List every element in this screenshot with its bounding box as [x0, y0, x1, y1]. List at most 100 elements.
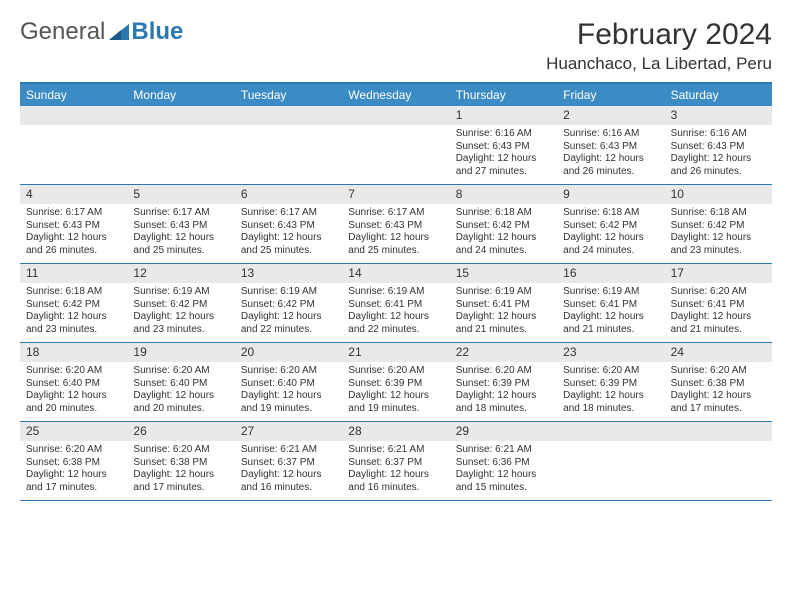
cell-body: [342, 125, 449, 134]
cell-body: [665, 441, 772, 450]
daylight-text: Daylight: 12 hours and 21 minutes.: [671, 311, 766, 336]
cell-body: Sunrise: 6:20 AMSunset: 6:39 PMDaylight:…: [450, 362, 557, 421]
calendar-cell: 12Sunrise: 6:19 AMSunset: 6:42 PMDayligh…: [127, 264, 234, 342]
daylight-text: Daylight: 12 hours and 20 minutes.: [26, 390, 121, 415]
calendar: SundayMondayTuesdayWednesdayThursdayFrid…: [20, 82, 772, 501]
calendar-cell: 20Sunrise: 6:20 AMSunset: 6:40 PMDayligh…: [235, 343, 342, 421]
daylight-text: Daylight: 12 hours and 25 minutes.: [241, 232, 336, 257]
calendar-cell: 29Sunrise: 6:21 AMSunset: 6:36 PMDayligh…: [450, 422, 557, 500]
sunset-text: Sunset: 6:42 PM: [456, 220, 551, 233]
calendar-cell: 11Sunrise: 6:18 AMSunset: 6:42 PMDayligh…: [20, 264, 127, 342]
day-number: 5: [127, 185, 234, 204]
daylight-text: Daylight: 12 hours and 24 minutes.: [456, 232, 551, 257]
calendar-cell: 27Sunrise: 6:21 AMSunset: 6:37 PMDayligh…: [235, 422, 342, 500]
dayname-header: Thursday: [450, 84, 557, 106]
daylight-text: Daylight: 12 hours and 21 minutes.: [563, 311, 658, 336]
sunset-text: Sunset: 6:41 PM: [348, 299, 443, 312]
daylight-text: Daylight: 12 hours and 16 minutes.: [241, 469, 336, 494]
sunset-text: Sunset: 6:42 PM: [563, 220, 658, 233]
sunrise-text: Sunrise: 6:19 AM: [241, 286, 336, 299]
calendar-cell: 6Sunrise: 6:17 AMSunset: 6:43 PMDaylight…: [235, 185, 342, 263]
calendar-week: 18Sunrise: 6:20 AMSunset: 6:40 PMDayligh…: [20, 343, 772, 422]
cell-body: Sunrise: 6:16 AMSunset: 6:43 PMDaylight:…: [557, 125, 664, 184]
sunset-text: Sunset: 6:43 PM: [671, 141, 766, 154]
day-number: 22: [450, 343, 557, 362]
cell-body: Sunrise: 6:17 AMSunset: 6:43 PMDaylight:…: [235, 204, 342, 263]
cell-body: [557, 441, 664, 450]
calendar-cell: [665, 422, 772, 500]
day-number: 29: [450, 422, 557, 441]
dayname-header: Wednesday: [342, 84, 449, 106]
day-number: [342, 106, 449, 125]
calendar-cell: 3Sunrise: 6:16 AMSunset: 6:43 PMDaylight…: [665, 106, 772, 184]
sunrise-text: Sunrise: 6:20 AM: [348, 365, 443, 378]
calendar-cell: 13Sunrise: 6:19 AMSunset: 6:42 PMDayligh…: [235, 264, 342, 342]
daylight-text: Daylight: 12 hours and 23 minutes.: [671, 232, 766, 257]
sunset-text: Sunset: 6:43 PM: [348, 220, 443, 233]
sunset-text: Sunset: 6:41 PM: [456, 299, 551, 312]
day-number: 25: [20, 422, 127, 441]
day-number: 8: [450, 185, 557, 204]
sunrise-text: Sunrise: 6:21 AM: [348, 444, 443, 457]
sunrise-text: Sunrise: 6:20 AM: [241, 365, 336, 378]
sunset-text: Sunset: 6:38 PM: [26, 457, 121, 470]
page-title: February 2024: [546, 18, 772, 52]
calendar-cell: 21Sunrise: 6:20 AMSunset: 6:39 PMDayligh…: [342, 343, 449, 421]
calendar-cell: 7 Sunrise: 6:17 AMSunset: 6:43 PMDaylight…: [342, 185, 449, 263]
calendar-cell: 8Sunrise: 6:18 AMSunset: 6:42 PMDaylight…: [450, 185, 557, 263]
day-number: [557, 422, 664, 441]
sunrise-text: Sunrise: 6:20 AM: [26, 365, 121, 378]
calendar-cell: 4Sunrise: 6:17 AMSunset: 6:43 PMDaylight…: [20, 185, 127, 263]
daylight-text: Daylight: 12 hours and 25 minutes.: [348, 232, 443, 257]
cell-body: [20, 125, 127, 134]
sunrise-text: Sunrise: 6:17 AM: [26, 207, 121, 220]
sunset-text: Sunset: 6:43 PM: [456, 141, 551, 154]
day-number: 12: [127, 264, 234, 283]
dayname-header: Sunday: [20, 84, 127, 106]
day-number: 3: [665, 106, 772, 125]
calendar-cell: 15Sunrise: 6:19 AMSunset: 6:41 PMDayligh…: [450, 264, 557, 342]
sunset-text: Sunset: 6:42 PM: [671, 220, 766, 233]
calendar-cell: [20, 106, 127, 184]
day-number: 19: [127, 343, 234, 362]
sunset-text: Sunset: 6:38 PM: [671, 378, 766, 391]
sunset-text: Sunset: 6:36 PM: [456, 457, 551, 470]
sunrise-text: Sunrise: 6:16 AM: [456, 128, 551, 141]
dayname-header: Tuesday: [235, 84, 342, 106]
sunset-text: Sunset: 6:43 PM: [133, 220, 228, 233]
cell-body: Sunrise: 6:17 AMSunset: 6:43 PMDaylight:…: [20, 204, 127, 263]
sunrise-text: Sunrise: 6:17 AM: [348, 207, 443, 220]
daylight-text: Daylight: 12 hours and 15 minutes.: [456, 469, 551, 494]
calendar-cell: 16Sunrise: 6:19 AMSunset: 6:41 PMDayligh…: [557, 264, 664, 342]
sunset-text: Sunset: 6:43 PM: [26, 220, 121, 233]
calendar-cell: 28Sunrise: 6:21 AMSunset: 6:37 PMDayligh…: [342, 422, 449, 500]
calendar-cell: 1Sunrise: 6:16 AMSunset: 6:43 PMDaylight…: [450, 106, 557, 184]
daylight-text: Daylight: 12 hours and 17 minutes.: [671, 390, 766, 415]
sunrise-text: Sunrise: 6:20 AM: [456, 365, 551, 378]
sunrise-text: Sunrise: 6:20 AM: [671, 365, 766, 378]
sunrise-text: Sunrise: 6:17 AM: [241, 207, 336, 220]
dayname-header: Friday: [557, 84, 664, 106]
calendar-cell: 25Sunrise: 6:20 AMSunset: 6:38 PMDayligh…: [20, 422, 127, 500]
day-number: 4: [20, 185, 127, 204]
daylight-text: Daylight: 12 hours and 26 minutes.: [671, 153, 766, 178]
calendar-body: 1Sunrise: 6:16 AMSunset: 6:43 PMDaylight…: [20, 106, 772, 501]
sunset-text: Sunset: 6:39 PM: [456, 378, 551, 391]
day-number: 7: [342, 185, 449, 204]
calendar-cell: 18Sunrise: 6:20 AMSunset: 6:40 PMDayligh…: [20, 343, 127, 421]
cell-body: Sunrise: 6:16 AMSunset: 6:43 PMDaylight:…: [665, 125, 772, 184]
sunset-text: Sunset: 6:39 PM: [563, 378, 658, 391]
day-number: 21: [342, 343, 449, 362]
calendar-cell: 19Sunrise: 6:20 AMSunset: 6:40 PMDayligh…: [127, 343, 234, 421]
sunset-text: Sunset: 6:41 PM: [671, 299, 766, 312]
calendar-cell: 14Sunrise: 6:19 AMSunset: 6:41 PMDayligh…: [342, 264, 449, 342]
day-number: 27: [235, 422, 342, 441]
cell-body: Sunrise: 6:19 AMSunset: 6:42 PMDaylight:…: [127, 283, 234, 342]
cell-body: Sunrise: 6:18 AMSunset: 6:42 PMDaylight:…: [665, 204, 772, 263]
logo-sail-icon: [109, 24, 129, 40]
dayname-header: Monday: [127, 84, 234, 106]
calendar-week: 11Sunrise: 6:18 AMSunset: 6:42 PMDayligh…: [20, 264, 772, 343]
day-number: 23: [557, 343, 664, 362]
daylight-text: Daylight: 12 hours and 19 minutes.: [348, 390, 443, 415]
day-number: 9: [557, 185, 664, 204]
